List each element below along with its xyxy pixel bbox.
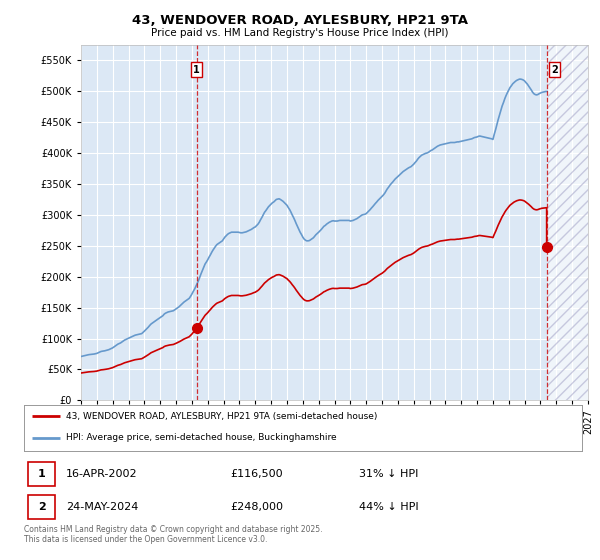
Text: 1: 1: [193, 65, 200, 74]
Text: Contains HM Land Registry data © Crown copyright and database right 2025.
This d: Contains HM Land Registry data © Crown c…: [24, 525, 323, 544]
Text: Price paid vs. HM Land Registry's House Price Index (HPI): Price paid vs. HM Land Registry's House …: [151, 28, 449, 38]
Text: 2: 2: [38, 502, 46, 512]
FancyBboxPatch shape: [28, 463, 55, 486]
Text: 43, WENDOVER ROAD, AYLESBURY, HP21 9TA: 43, WENDOVER ROAD, AYLESBURY, HP21 9TA: [132, 14, 468, 27]
Text: £248,000: £248,000: [230, 502, 283, 512]
Text: 44% ↓ HPI: 44% ↓ HPI: [359, 502, 418, 512]
Text: 16-APR-2002: 16-APR-2002: [66, 469, 137, 479]
Text: £116,500: £116,500: [230, 469, 283, 479]
Text: HPI: Average price, semi-detached house, Buckinghamshire: HPI: Average price, semi-detached house,…: [66, 433, 337, 442]
Text: 1: 1: [38, 469, 46, 479]
Text: 43, WENDOVER ROAD, AYLESBURY, HP21 9TA (semi-detached house): 43, WENDOVER ROAD, AYLESBURY, HP21 9TA (…: [66, 412, 377, 421]
Text: 31% ↓ HPI: 31% ↓ HPI: [359, 469, 418, 479]
FancyBboxPatch shape: [28, 496, 55, 519]
Bar: [548, 45, 588, 400]
Text: 2: 2: [551, 65, 558, 74]
Text: 24-MAY-2024: 24-MAY-2024: [66, 502, 138, 512]
